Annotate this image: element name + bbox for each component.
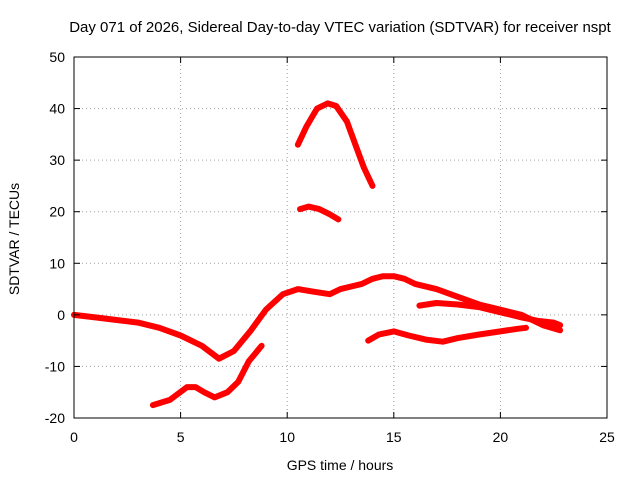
series-layer bbox=[71, 100, 564, 409]
x-tick-label: 25 bbox=[599, 429, 615, 445]
y-tick-label: 50 bbox=[49, 49, 65, 65]
series-trace-6 bbox=[416, 300, 564, 329]
x-tick-label: 15 bbox=[386, 429, 402, 445]
y-tick-label: 20 bbox=[49, 204, 65, 220]
y-tick-label: 0 bbox=[57, 307, 65, 323]
y-tick-label: 30 bbox=[49, 152, 65, 168]
x-axis-label: GPS time / hours bbox=[287, 457, 394, 473]
tick-layer: 0 5 10 15 20 25 -20 -10 0 10 20 30 40 50 bbox=[45, 49, 615, 445]
x-tick-label: 20 bbox=[493, 429, 509, 445]
series-trace-5 bbox=[365, 324, 529, 345]
y-tick-label: -20 bbox=[45, 410, 65, 426]
series-trace-3 bbox=[294, 100, 376, 189]
x-tick-label: 0 bbox=[70, 429, 78, 445]
series-trace-4 bbox=[297, 203, 342, 223]
plot-frame bbox=[73, 56, 608, 419]
series-trace-2 bbox=[149, 342, 265, 409]
y-tick-label: 10 bbox=[49, 255, 65, 271]
x-tick-label: 10 bbox=[279, 429, 295, 445]
series-trace-1 bbox=[71, 273, 564, 362]
x-tick-label: 5 bbox=[177, 429, 185, 445]
y-axis-label: SDTVAR / TECUs bbox=[6, 183, 22, 295]
y-tick-label: -10 bbox=[45, 358, 65, 374]
chart-title: Day 071 of 2026, Sidereal Day-to-day VTE… bbox=[69, 19, 611, 36]
y-tick-label: 40 bbox=[49, 101, 65, 117]
